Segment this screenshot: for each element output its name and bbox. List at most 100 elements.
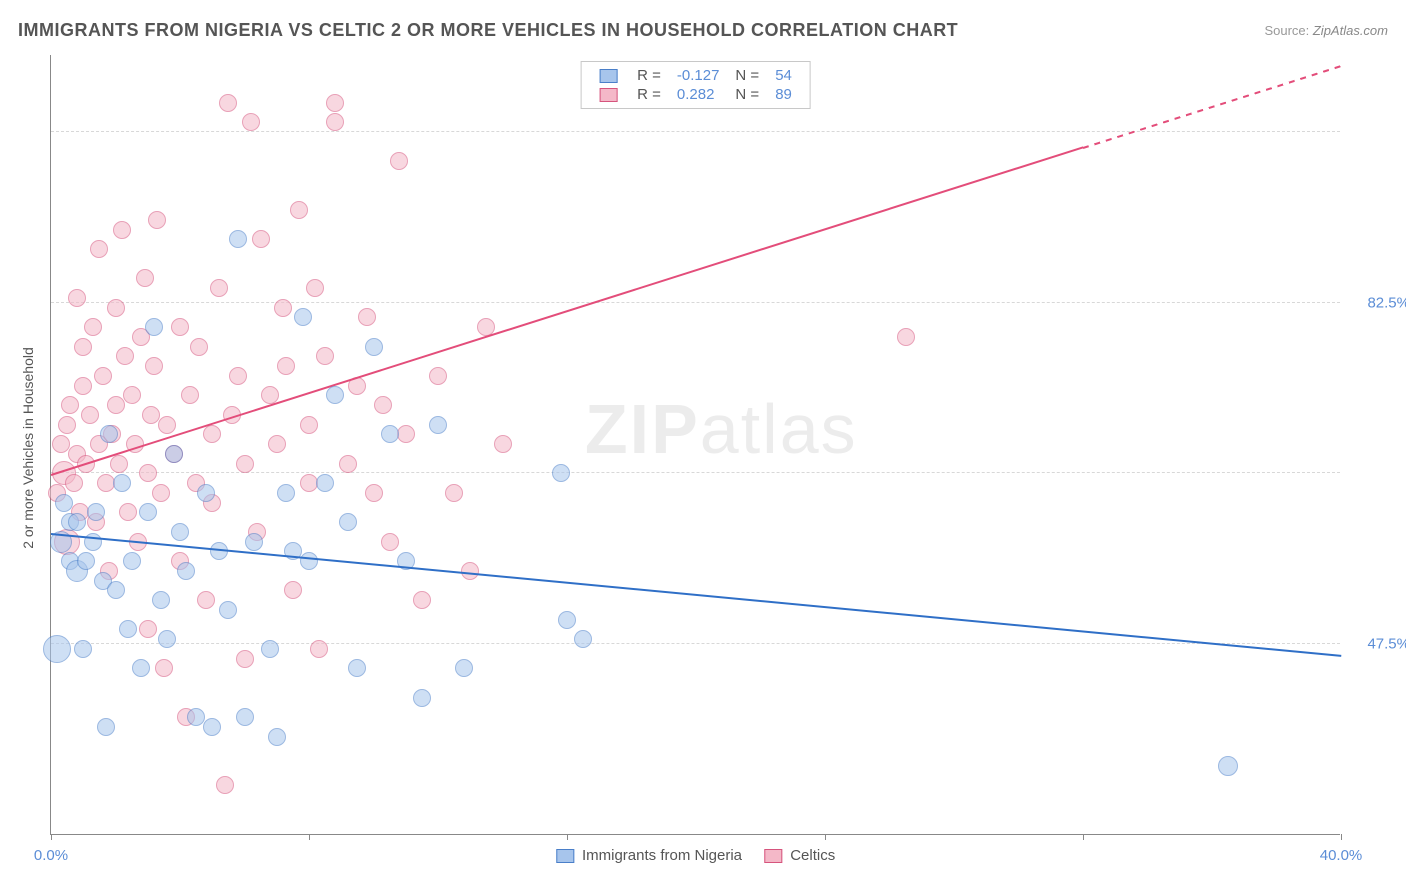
data-point-celtics — [413, 591, 431, 609]
data-point-celtics — [139, 620, 157, 638]
gridline-h — [51, 643, 1340, 644]
data-point-nigeria — [558, 611, 576, 629]
data-point-celtics — [68, 289, 86, 307]
x-tick — [567, 834, 568, 840]
gridline-h — [51, 131, 1340, 132]
swatch-nigeria-icon — [556, 849, 574, 863]
data-point-nigeria — [261, 640, 279, 658]
data-point-celtics — [339, 455, 357, 473]
data-point-celtics — [113, 221, 131, 239]
data-point-nigeria — [123, 552, 141, 570]
data-point-celtics — [268, 435, 286, 453]
data-point-celtics — [197, 591, 215, 609]
data-point-nigeria — [455, 659, 473, 677]
x-tick — [1341, 834, 1342, 840]
data-point-celtics — [139, 464, 157, 482]
n-value-celtics: 89 — [767, 85, 800, 104]
swatch-nigeria — [599, 69, 617, 83]
data-point-nigeria — [97, 718, 115, 736]
trendline-celtics — [51, 147, 1084, 477]
data-point-nigeria — [197, 484, 215, 502]
data-point-celtics — [897, 328, 915, 346]
data-point-celtics — [145, 357, 163, 375]
data-point-celtics — [74, 377, 92, 395]
data-point-nigeria — [219, 601, 237, 619]
data-point-celtics — [390, 152, 408, 170]
data-point-celtics — [277, 357, 295, 375]
data-point-celtics — [274, 299, 292, 317]
data-point-celtics — [203, 425, 221, 443]
data-point-celtics — [397, 425, 415, 443]
data-point-nigeria — [552, 464, 570, 482]
data-point-nigeria — [245, 533, 263, 551]
data-point-celtics — [358, 308, 376, 326]
x-tick — [825, 834, 826, 840]
data-point-celtics — [148, 211, 166, 229]
data-point-nigeria — [1218, 756, 1238, 776]
data-point-nigeria — [574, 630, 592, 648]
data-point-nigeria — [43, 635, 71, 663]
data-point-celtics — [219, 94, 237, 112]
data-point-nigeria — [187, 708, 205, 726]
data-point-celtics — [181, 386, 199, 404]
data-point-celtics — [155, 659, 173, 677]
trendline-nigeria — [51, 533, 1341, 657]
data-point-nigeria — [107, 581, 125, 599]
data-point-celtics — [190, 338, 208, 356]
data-point-celtics — [65, 474, 83, 492]
data-point-celtics — [374, 396, 392, 414]
data-point-nigeria — [229, 230, 247, 248]
title-bar: IMMIGRANTS FROM NIGERIA VS CELTIC 2 OR M… — [18, 20, 1388, 41]
data-point-celtics — [326, 113, 344, 131]
data-point-celtics — [142, 406, 160, 424]
correlation-legend: R = -0.127 N = 54 R = 0.282 N = 89 — [580, 61, 811, 109]
data-point-nigeria — [145, 318, 163, 336]
trendline-celtics-dashed — [1083, 65, 1342, 149]
data-point-celtics — [210, 279, 228, 297]
data-point-nigeria — [177, 562, 195, 580]
data-point-celtics — [123, 386, 141, 404]
x-tick-label: 0.0% — [34, 847, 68, 864]
data-point-nigeria — [132, 659, 150, 677]
data-point-celtics — [152, 484, 170, 502]
data-point-nigeria — [165, 445, 183, 463]
x-tick — [51, 834, 52, 840]
legend-item-nigeria: Immigrants from Nigeria — [556, 847, 742, 864]
data-point-celtics — [429, 367, 447, 385]
data-point-celtics — [216, 776, 234, 794]
data-point-celtics — [306, 279, 324, 297]
gridline-h — [51, 302, 1340, 303]
chart-title: IMMIGRANTS FROM NIGERIA VS CELTIC 2 OR M… — [18, 20, 958, 41]
r-value-celtics: 0.282 — [669, 85, 728, 104]
data-point-celtics — [381, 533, 399, 551]
data-point-nigeria — [294, 308, 312, 326]
data-point-nigeria — [348, 659, 366, 677]
n-value-nigeria: 54 — [767, 66, 800, 85]
data-point-celtics — [61, 396, 79, 414]
data-point-celtics — [81, 406, 99, 424]
data-point-nigeria — [55, 494, 73, 512]
data-point-celtics — [119, 503, 137, 521]
data-point-celtics — [445, 484, 463, 502]
data-point-celtics — [90, 240, 108, 258]
data-point-celtics — [84, 318, 102, 336]
data-point-nigeria — [236, 708, 254, 726]
data-point-nigeria — [381, 425, 399, 443]
x-tick — [309, 834, 310, 840]
data-point-celtics — [365, 484, 383, 502]
data-point-nigeria — [413, 689, 431, 707]
data-point-celtics — [74, 338, 92, 356]
series-legend: Immigrants from Nigeria Celtics — [556, 847, 835, 864]
data-point-celtics — [252, 230, 270, 248]
data-point-nigeria — [365, 338, 383, 356]
legend-row-celtics: R = 0.282 N = 89 — [591, 85, 800, 104]
data-point-nigeria — [100, 425, 118, 443]
scatter-plot-area: ZIPatlas R = -0.127 N = 54 R = 0.282 N =… — [50, 55, 1340, 835]
data-point-celtics — [94, 367, 112, 385]
data-point-celtics — [326, 94, 344, 112]
data-point-celtics — [52, 435, 70, 453]
data-point-celtics — [58, 416, 76, 434]
data-point-celtics — [116, 347, 134, 365]
data-point-nigeria — [119, 620, 137, 638]
data-point-nigeria — [139, 503, 157, 521]
